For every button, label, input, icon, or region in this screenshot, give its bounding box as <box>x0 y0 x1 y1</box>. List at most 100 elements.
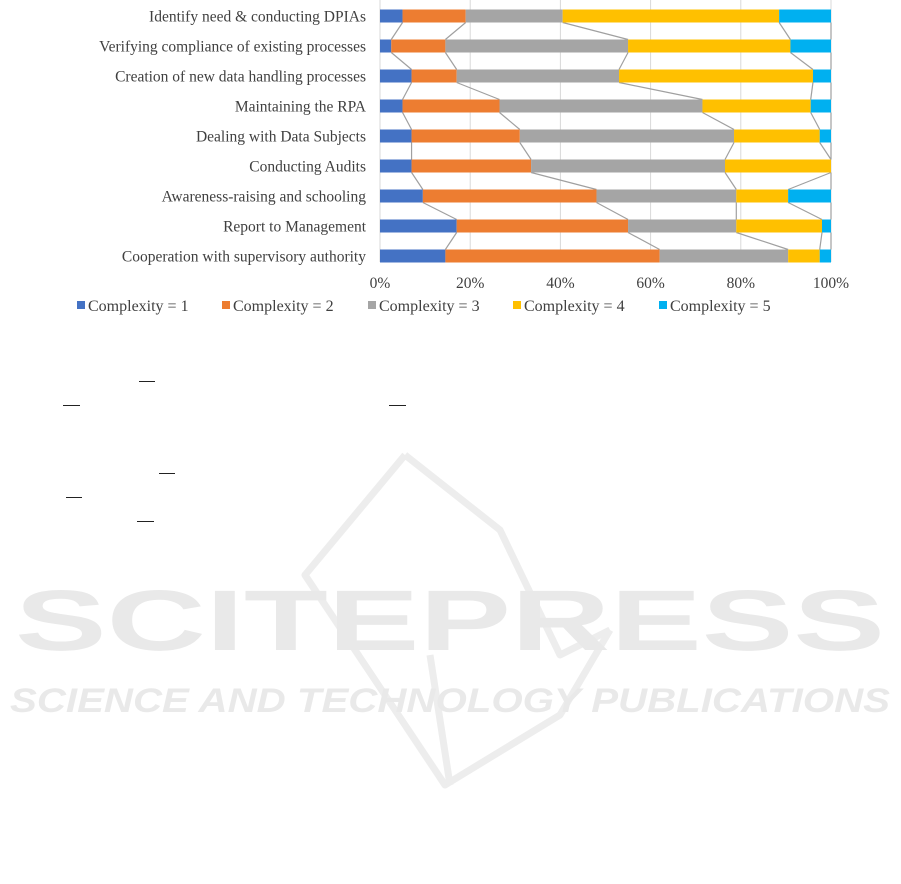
bar-segment <box>422 189 597 203</box>
series-line <box>499 112 521 130</box>
bar-segment <box>391 39 446 53</box>
category-labels: Identify need & conducting DPIAs Verifyin… <box>99 9 367 266</box>
x-tick-label: 20% <box>456 275 485 292</box>
bar-segment <box>819 249 831 263</box>
legend-label: Complexity = 5 <box>670 298 771 315</box>
x-tick-label: 0% <box>370 275 391 292</box>
bar-segment <box>788 189 831 203</box>
series-line <box>787 201 823 221</box>
bar-segment <box>596 189 737 203</box>
category-label: Dealing with Data Subjects <box>196 129 366 146</box>
bar-segment <box>810 99 831 113</box>
category-label: Creation of new data handling processes <box>115 69 366 86</box>
legend-label: Complexity = 3 <box>379 298 480 315</box>
bar-segment <box>465 9 563 23</box>
series-line <box>819 142 832 160</box>
series-line <box>596 201 629 221</box>
bars <box>380 9 831 263</box>
series-line <box>562 21 629 41</box>
legend-label: Complexity = 2 <box>233 298 334 315</box>
series-line <box>790 52 814 70</box>
series-line <box>411 172 424 190</box>
series-line <box>456 81 500 101</box>
stacked-bar-chart: Identify need & conducting DPIAs Verifyin… <box>77 0 850 315</box>
series-line <box>724 172 737 190</box>
x-tick-label: 80% <box>727 275 756 292</box>
series-line <box>810 82 814 100</box>
bar-segment <box>736 219 822 233</box>
bar-segment <box>411 69 457 83</box>
series-line <box>402 112 413 130</box>
category-label: Verifying compliance of existing process… <box>99 39 366 56</box>
category-label: Maintaining the RPA <box>235 99 367 116</box>
bar-segment <box>456 219 629 233</box>
series-line <box>736 231 789 251</box>
bar-segment <box>411 129 520 143</box>
legend-label: Complexity = 4 <box>524 298 625 315</box>
legend-swatch <box>222 301 230 309</box>
category-label: Conducting Audits <box>249 159 366 176</box>
bar-segment <box>790 39 831 53</box>
category-label: Identify need & conducting DPIAs <box>149 9 366 26</box>
overline-mark <box>63 405 80 406</box>
bar-segment <box>380 189 423 203</box>
bar-segment <box>380 9 403 23</box>
bar-segment <box>562 9 780 23</box>
bar-segment <box>619 69 813 83</box>
bar-segment <box>819 129 831 143</box>
x-tick-label: 100% <box>813 275 849 292</box>
bar-segment <box>519 129 735 143</box>
category-label: Report to Management <box>223 219 367 236</box>
series-line <box>444 232 458 250</box>
series-line <box>810 112 821 130</box>
series-line <box>519 142 532 160</box>
x-tick-label: 60% <box>636 275 665 292</box>
bar-segment <box>821 219 831 233</box>
bar-segment <box>380 69 412 83</box>
series-line <box>627 231 660 251</box>
overline-mark <box>137 521 154 522</box>
series-line <box>530 171 597 191</box>
bar-segment <box>736 189 789 203</box>
category-label: Cooperation with supervisory authority <box>122 249 366 266</box>
bar-segment <box>380 39 392 53</box>
bar-segment <box>779 9 831 23</box>
bar-segment <box>402 99 500 113</box>
overline-mark <box>139 381 155 382</box>
legend: Complexity = 1 Complexity = 2 Complexity =… <box>77 298 771 315</box>
legend-swatch <box>513 301 521 309</box>
bar-segment <box>456 69 620 83</box>
overline-mark <box>159 473 175 474</box>
bar-segment <box>380 159 412 173</box>
watermark-title: SCITEPRESS <box>15 573 885 669</box>
series-line <box>390 22 404 40</box>
bar-segment <box>628 219 737 233</box>
series-line <box>445 22 467 40</box>
bar-segment <box>659 249 789 263</box>
legend-label: Complexity = 1 <box>88 298 189 315</box>
publisher-watermark: SCITEPRESS SCIENCE AND TECHNOLOGY PUBLIC… <box>10 452 890 789</box>
watermark-subtitle: SCIENCE AND TECHNOLOGY PUBLICATIONS <box>10 682 890 720</box>
bar-segment <box>380 249 446 263</box>
series-line <box>778 22 791 40</box>
series-lines <box>390 21 832 251</box>
bar-segment <box>812 69 831 83</box>
book-logo-icon <box>301 452 614 789</box>
bar-segment <box>725 159 831 173</box>
bar-segment <box>531 159 726 173</box>
legend-swatch <box>368 301 376 309</box>
overline-mark <box>66 497 82 498</box>
legend-swatch <box>659 301 667 309</box>
series-line <box>702 111 735 131</box>
category-label: Awareness-raising and schooling <box>162 189 367 206</box>
bar-segment <box>411 159 532 173</box>
series-line <box>618 81 703 101</box>
series-line <box>422 201 457 221</box>
bar-segment <box>380 219 457 233</box>
x-axis-ticks: 0% 20% 40% 60% 80% 100% <box>370 275 850 292</box>
bar-segment <box>628 39 791 53</box>
bar-segment <box>380 99 403 113</box>
series-line <box>390 52 412 70</box>
x-tick-label: 40% <box>546 275 575 292</box>
series-line <box>819 232 823 250</box>
